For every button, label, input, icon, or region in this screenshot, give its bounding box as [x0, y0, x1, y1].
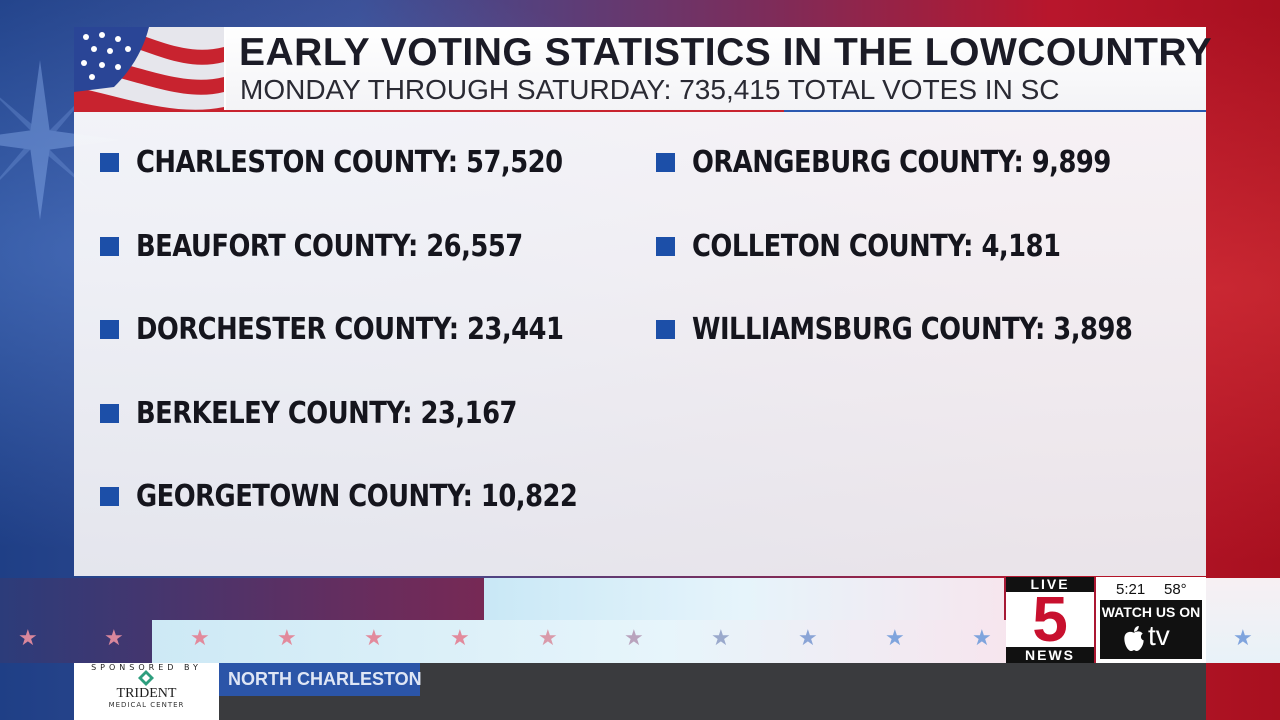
star-icon: ★ [972, 626, 992, 651]
star-icon: ★ [364, 626, 384, 651]
star-icon: ★ [104, 626, 124, 651]
watch-apple-tv-promo: WATCH US ON tv [1100, 600, 1202, 659]
star-icon: ★ [277, 626, 297, 651]
bullet-square-icon [100, 236, 119, 256]
stat-row-orangeburg: ORANGEBURG COUNTY: 9,899 [656, 140, 1176, 184]
time-weather-box: 5:21 58° WATCH US ON tv [1096, 577, 1206, 663]
graphic-header: EARLY VOTING STATISTICS IN THE LOWCOUNTR… [74, 27, 1213, 113]
star-icon: ★ [450, 626, 470, 651]
stat-label: BERKELEY COUNTY: 23,167 [136, 395, 517, 431]
bullet-square-icon [656, 319, 675, 339]
header-underline-blue [784, 110, 1206, 113]
bullet-square-icon [100, 486, 119, 506]
clock-time: 5:21 [1116, 581, 1146, 598]
stat-row-williamsburg: WILLIAMSBURG COUNTY: 3,898 [656, 307, 1176, 351]
star-icon: ★ [538, 626, 558, 651]
stat-label: COLLETON COUNTY: 4,181 [692, 228, 1061, 264]
stat-row-colleton: COLLETON COUNTY: 4,181 [656, 224, 1176, 268]
graphic-title: EARLY VOTING STATISTICS IN THE LOWCOUNTR… [239, 31, 1213, 74]
sponsor-name: TRIDENT [116, 686, 177, 701]
sponsor-subtitle: MEDICAL CENTER [108, 701, 185, 709]
stat-label: BEAUFORT COUNTY: 26,557 [136, 228, 523, 264]
stat-row-beaufort: BEAUFORT COUNTY: 26,557 [100, 224, 620, 268]
apple-icon [1124, 625, 1144, 652]
bullet-square-icon [656, 152, 675, 172]
stat-row-berkeley: BERKELEY COUNTY: 23,167 [100, 391, 620, 435]
bullet-square-icon [656, 236, 675, 256]
star-icon: ★ [711, 626, 731, 651]
logo-live-label: LIVE [1006, 577, 1094, 592]
watch-label: WATCH US ON [1101, 604, 1201, 620]
logo-number: 5 [1032, 583, 1068, 655]
time-temp-row: 5:21 58° [1096, 579, 1206, 599]
star-icon: ★ [1233, 626, 1253, 651]
temperature: 58° [1164, 581, 1187, 598]
live-5-news-logo: LIVE 5 NEWS [1006, 577, 1094, 663]
stat-label: CHARLESTON COUNTY: 57,520 [136, 144, 563, 180]
stat-label: ORANGEBURG COUNTY: 9,899 [692, 144, 1111, 180]
logo-news-label: NEWS [1006, 647, 1094, 663]
stat-label: GEORGETOWN COUNTY: 10,822 [136, 478, 578, 514]
stats-panel: CHARLESTON COUNTY: 57,520 BEAUFORT COUNT… [74, 112, 1206, 576]
star-icon: ★ [18, 626, 38, 651]
decorative-light-block [1206, 578, 1280, 663]
sponsor-box: SPONSORED BY TRIDENT MEDICAL CENTER [74, 663, 219, 720]
stat-row-dorchester: DORCHESTER COUNTY: 23,441 [100, 307, 620, 351]
star-icon: ★ [624, 626, 644, 651]
stat-label: WILLIAMSBURG COUNTY: 3,898 [692, 311, 1133, 347]
trident-logo-icon [138, 670, 154, 686]
star-icon: ★ [190, 626, 210, 651]
star-icon: ★ [798, 626, 818, 651]
header-divider [224, 27, 226, 112]
star-icon: ★ [885, 626, 905, 651]
sponsor-caption: SPONSORED BY [91, 663, 202, 672]
bullet-square-icon [100, 403, 119, 423]
graphic-subtitle: MONDAY THROUGH SATURDAY: 735,415 TOTAL V… [240, 74, 1060, 105]
bullet-square-icon [100, 319, 119, 339]
location-tag: NORTH CHARLESTON [219, 663, 422, 696]
decorative-light-block [152, 620, 1012, 663]
tv-label: tv [1148, 620, 1170, 651]
american-flag-icon [74, 27, 224, 112]
stat-row-georgetown: GEORGETOWN COUNTY: 10,822 [100, 474, 620, 518]
stat-label: DORCHESTER COUNTY: 23,441 [136, 311, 564, 347]
stat-row-charleston: CHARLESTON COUNTY: 57,520 [100, 140, 620, 184]
bullet-square-icon [100, 152, 119, 172]
header-underline-red [224, 110, 784, 113]
starburst-decoration [0, 60, 120, 220]
